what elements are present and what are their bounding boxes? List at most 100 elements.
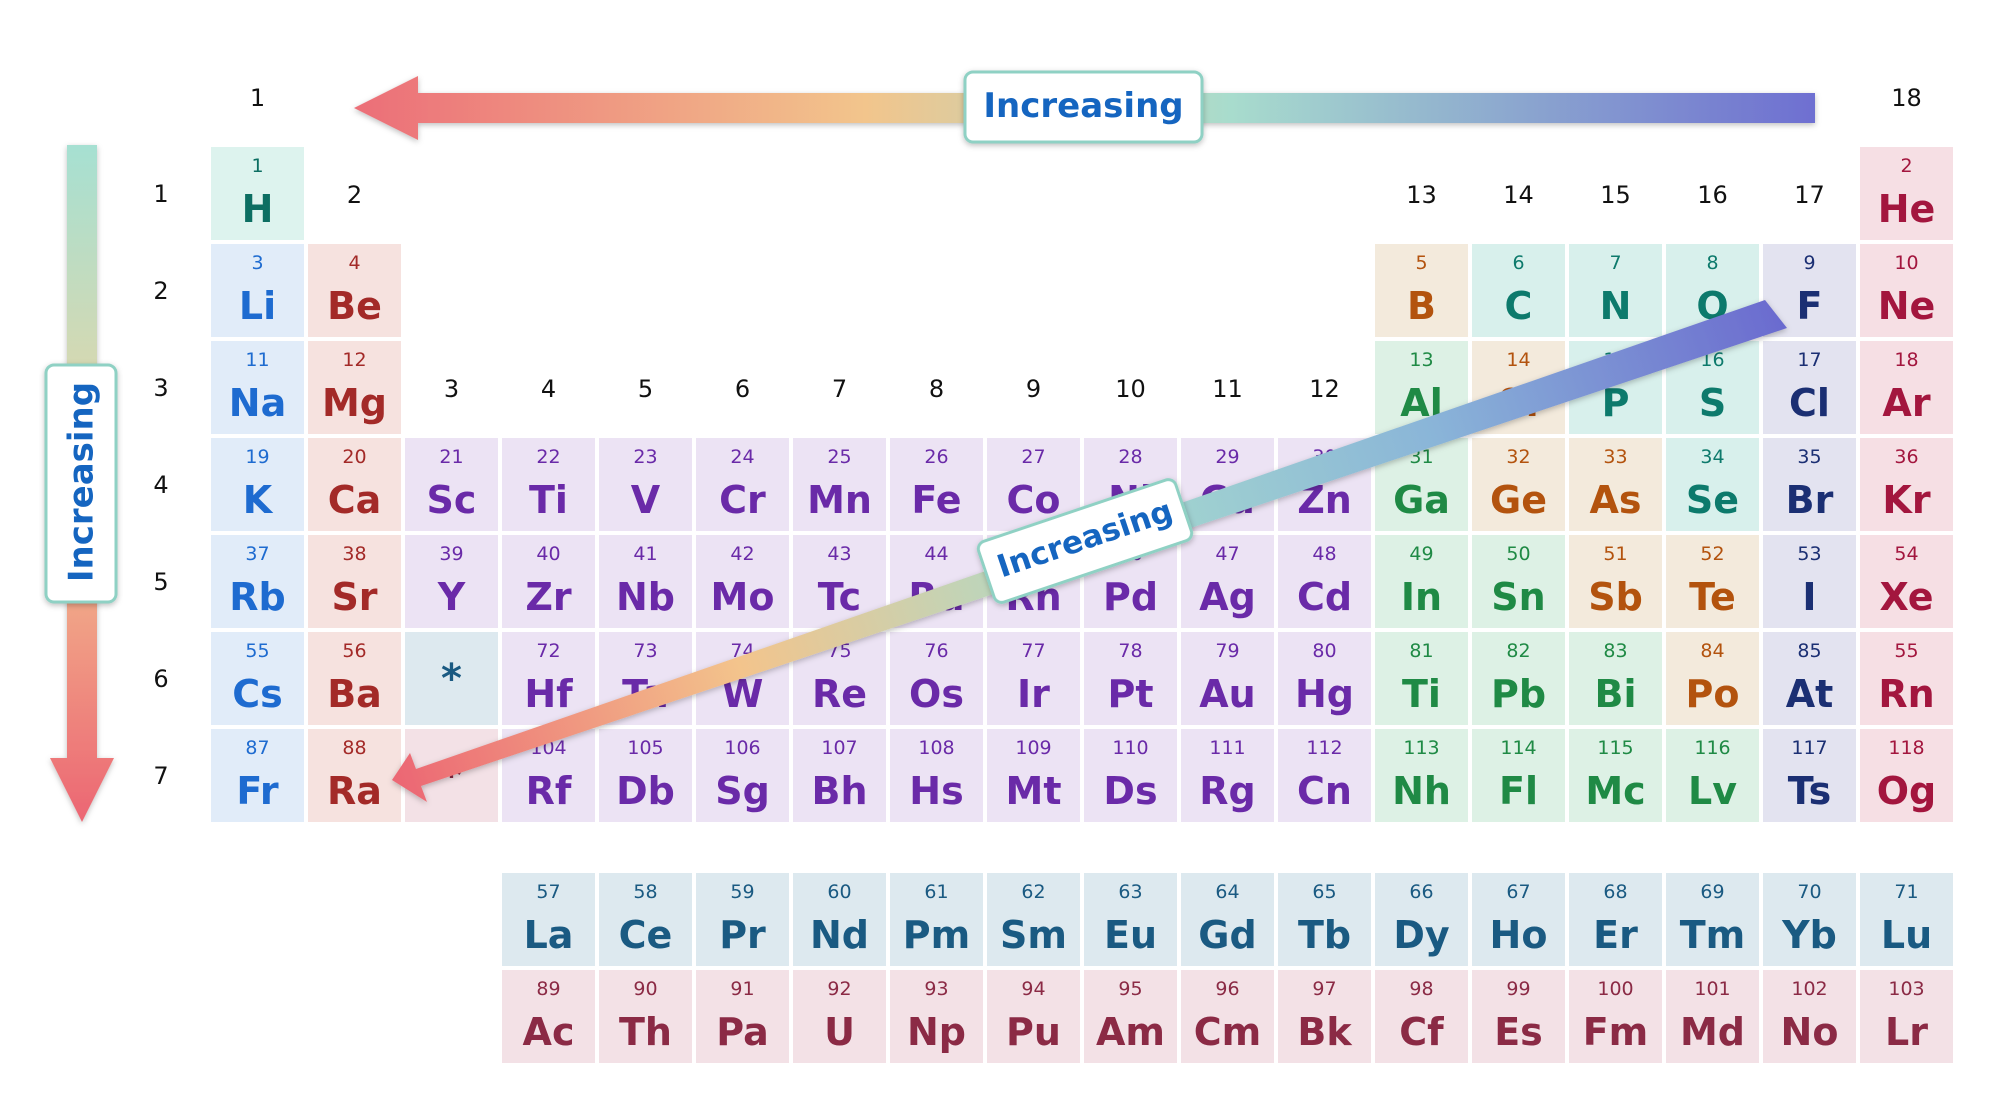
element-cell-sb[interactable]: 51 Sb [1569,535,1662,628]
element-cell-cs[interactable]: 55 Cs [211,632,304,725]
element-cell-s[interactable]: 16 S [1666,341,1759,434]
element-cell-tb[interactable]: 65 Tb [1278,873,1371,966]
element-cell-no[interactable]: 102 No [1763,970,1856,1063]
element-cell-bi[interactable]: 83 Bi [1569,632,1662,725]
element-cell-ra[interactable]: 88 Ra [308,729,401,822]
f-block-placeholder[interactable]: * [405,729,498,822]
element-cell-br[interactable]: 35 Br [1763,438,1856,531]
element-cell-p[interactable]: 15 P [1569,341,1662,434]
element-cell-fl[interactable]: 114 Fl [1472,729,1565,822]
element-cell-zr[interactable]: 40 Zr [502,535,595,628]
element-cell-cf[interactable]: 98 Cf [1375,970,1468,1063]
element-cell-v[interactable]: 23 V [599,438,692,531]
element-cell-mc[interactable]: 115 Mc [1569,729,1662,822]
element-cell-nb[interactable]: 41 Nb [599,535,692,628]
element-cell-ac[interactable]: 89 Ac [502,970,595,1063]
element-cell-mo[interactable]: 42 Mo [696,535,789,628]
element-cell-ag[interactable]: 47 Ag [1181,535,1274,628]
element-cell-cr[interactable]: 24 Cr [696,438,789,531]
element-cell-sm[interactable]: 62 Sm [987,873,1080,966]
element-cell-he[interactable]: 2 He [1860,147,1953,240]
element-cell-cm[interactable]: 96 Cm [1181,970,1274,1063]
element-cell-ho[interactable]: 67 Ho [1472,873,1565,966]
element-cell-bh[interactable]: 107 Bh [793,729,886,822]
element-cell-ru[interactable]: 44 Ru [890,535,983,628]
element-cell-la[interactable]: 57 La [502,873,595,966]
element-cell-ce[interactable]: 58 Ce [599,873,692,966]
element-cell-kr[interactable]: 36 Kr [1860,438,1953,531]
element-cell-hf[interactable]: 72 Hf [502,632,595,725]
element-cell-db[interactable]: 105 Db [599,729,692,822]
element-cell-cd[interactable]: 48 Cd [1278,535,1371,628]
element-cell-er[interactable]: 68 Er [1569,873,1662,966]
element-cell-te[interactable]: 52 Te [1666,535,1759,628]
element-cell-na[interactable]: 11 Na [211,341,304,434]
element-cell-es[interactable]: 99 Es [1472,970,1565,1063]
element-cell-w[interactable]: 74 W [696,632,789,725]
element-cell-hs[interactable]: 108 Hs [890,729,983,822]
element-cell-eu[interactable]: 63 Eu [1084,873,1177,966]
element-cell-ne[interactable]: 10 Ne [1860,244,1953,337]
element-cell-mg[interactable]: 12 Mg [308,341,401,434]
element-cell-re[interactable]: 75 Re [793,632,886,725]
element-cell-tc[interactable]: 43 Tc [793,535,886,628]
element-cell-ta[interactable]: 73 Ta [599,632,692,725]
element-cell-tm[interactable]: 69 Tm [1666,873,1759,966]
element-cell-ds[interactable]: 110 Ds [1084,729,1177,822]
element-cell-hg[interactable]: 80 Hg [1278,632,1371,725]
element-cell-rg[interactable]: 111 Rg [1181,729,1274,822]
element-cell-pb[interactable]: 82 Pb [1472,632,1565,725]
element-cell-ts[interactable]: 117 Ts [1763,729,1856,822]
element-cell-fe[interactable]: 26 Fe [890,438,983,531]
element-cell-as[interactable]: 33 As [1569,438,1662,531]
element-cell-am[interactable]: 95 Am [1084,970,1177,1063]
element-cell-ti[interactable]: 22 Ti [502,438,595,531]
element-cell-au[interactable]: 79 Au [1181,632,1274,725]
element-cell-in[interactable]: 49 In [1375,535,1468,628]
element-cell-rf[interactable]: 104 Rf [502,729,595,822]
element-cell-zn[interactable]: 30 Zn [1278,438,1371,531]
element-cell-y[interactable]: 39 Y [405,535,498,628]
element-cell-po[interactable]: 84 Po [1666,632,1759,725]
element-cell-ga[interactable]: 31 Ga [1375,438,1468,531]
element-cell-pm[interactable]: 61 Pm [890,873,983,966]
element-cell-sn[interactable]: 50 Sn [1472,535,1565,628]
element-cell-mt[interactable]: 109 Mt [987,729,1080,822]
element-cell-rn[interactable]: 55 Rn [1860,632,1953,725]
element-cell-ir[interactable]: 77 Ir [987,632,1080,725]
element-cell-pr[interactable]: 59 Pr [696,873,789,966]
element-cell-ba[interactable]: 56 Ba [308,632,401,725]
f-block-placeholder[interactable]: * [405,632,498,725]
element-cell-md[interactable]: 101 Md [1666,970,1759,1063]
element-cell-ge[interactable]: 32 Ge [1472,438,1565,531]
element-cell-cn[interactable]: 112 Cn [1278,729,1371,822]
element-cell-at[interactable]: 85 At [1763,632,1856,725]
element-cell-th[interactable]: 90 Th [599,970,692,1063]
element-cell-fr[interactable]: 87 Fr [211,729,304,822]
element-cell-gd[interactable]: 64 Gd [1181,873,1274,966]
element-cell-lv[interactable]: 116 Lv [1666,729,1759,822]
element-cell-sg[interactable]: 106 Sg [696,729,789,822]
element-cell-se[interactable]: 34 Se [1666,438,1759,531]
element-cell-yb[interactable]: 70 Yb [1763,873,1856,966]
element-cell-k[interactable]: 19 K [211,438,304,531]
element-cell-ca[interactable]: 20 Ca [308,438,401,531]
element-cell-np[interactable]: 93 Np [890,970,983,1063]
element-cell-dy[interactable]: 66 Dy [1375,873,1468,966]
element-cell-bk[interactable]: 97 Bk [1278,970,1371,1063]
element-cell-ar[interactable]: 18 Ar [1860,341,1953,434]
element-cell-co[interactable]: 27 Co [987,438,1080,531]
element-cell-lr[interactable]: 103 Lr [1860,970,1953,1063]
element-cell-pt[interactable]: 78 Pt [1084,632,1177,725]
element-cell-cl[interactable]: 17 Cl [1763,341,1856,434]
element-cell-pa[interactable]: 91 Pa [696,970,789,1063]
element-cell-ti[interactable]: 81 Ti [1375,632,1468,725]
element-cell-og[interactable]: 118 Og [1860,729,1953,822]
element-cell-rb[interactable]: 37 Rb [211,535,304,628]
element-cell-u[interactable]: 92 U [793,970,886,1063]
element-cell-sc[interactable]: 21 Sc [405,438,498,531]
